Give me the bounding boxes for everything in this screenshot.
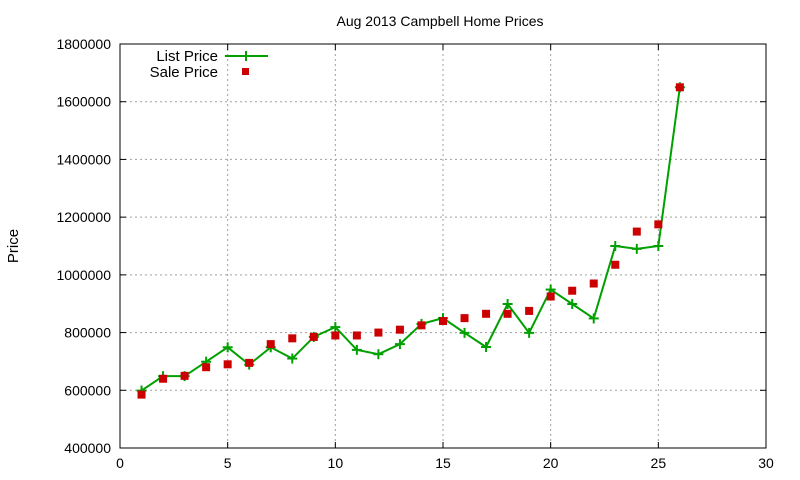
data-point-square (137, 390, 146, 399)
y-tick-label: 600000 (64, 382, 111, 398)
x-tick-label: 0 (116, 455, 124, 471)
data-point-square (288, 334, 297, 343)
data-point-square (395, 325, 404, 334)
series-layer (136, 82, 685, 399)
data-point-square (245, 358, 254, 367)
data-point-square (632, 227, 641, 236)
data-point-square (460, 314, 469, 323)
data-point-plus (588, 313, 599, 324)
data-point-square (439, 317, 447, 326)
data-point-square (159, 374, 168, 383)
data-point-square (568, 286, 577, 295)
series-sale-price (137, 83, 684, 399)
data-point-plus (330, 322, 341, 333)
data-point-square (654, 220, 663, 229)
data-point-plus (567, 299, 578, 310)
data-point-square (589, 279, 598, 288)
data-point-square (482, 309, 491, 318)
data-point-plus (394, 339, 405, 350)
y-tick-label: 1600000 (56, 94, 111, 110)
data-point-plus (524, 327, 535, 338)
chart-title: Aug 2013 Campbell Home Prices (337, 13, 544, 29)
data-point-square (611, 260, 620, 269)
data-point-plus (481, 342, 492, 352)
x-tick-label: 30 (758, 455, 774, 471)
y-axis-label: Price (5, 229, 22, 263)
x-tick-label: 25 (651, 455, 667, 471)
data-point-plus (631, 243, 642, 254)
data-point-square (202, 363, 211, 372)
data-point-plus (502, 299, 513, 310)
data-point-square (417, 321, 426, 330)
legend-marker-sale-price (242, 68, 249, 75)
data-point-square (546, 292, 555, 301)
data-point-plus (459, 327, 470, 338)
legend: List Price Sale Price (150, 48, 268, 81)
legend-label-sale-price: Sale Price (150, 64, 218, 81)
y-tick-label: 1200000 (56, 209, 111, 225)
data-point-square (352, 331, 361, 340)
data-point-square (266, 340, 275, 349)
data-point-square (374, 328, 383, 337)
series-list-price (136, 82, 685, 396)
series-line (140, 87, 681, 392)
x-tick-label: 10 (328, 455, 344, 471)
data-point-plus (373, 349, 384, 360)
data-point-plus (653, 241, 664, 251)
data-point-plus (222, 342, 233, 353)
data-point-square (309, 332, 318, 341)
grid (120, 44, 766, 448)
x-tick-label: 15 (435, 455, 451, 471)
data-point-plus (351, 344, 362, 355)
y-tick-label: 1000000 (56, 267, 111, 283)
data-point-square (675, 83, 684, 92)
axis-ticks: 0 5 10 15 20 25 30 400000 600000 800000 1000000 120… (56, 36, 774, 471)
x-tick-label: 5 (224, 455, 232, 471)
data-point-plus (287, 353, 298, 364)
data-point-plus (610, 241, 621, 251)
data-point-square (503, 309, 512, 318)
data-point-square (525, 306, 534, 315)
y-tick-label: 400000 (64, 440, 111, 456)
x-tick-label: 20 (543, 455, 559, 471)
data-point-square (180, 371, 189, 380)
legend-marker-list-price (241, 51, 251, 61)
legend-label-list-price: List Price (156, 48, 218, 65)
y-tick-label: 1400000 (56, 151, 111, 167)
data-point-square (331, 331, 340, 340)
y-tick-label: 800000 (64, 325, 111, 341)
y-tick-label: 1800000 (56, 36, 111, 52)
data-point-square (223, 360, 232, 369)
